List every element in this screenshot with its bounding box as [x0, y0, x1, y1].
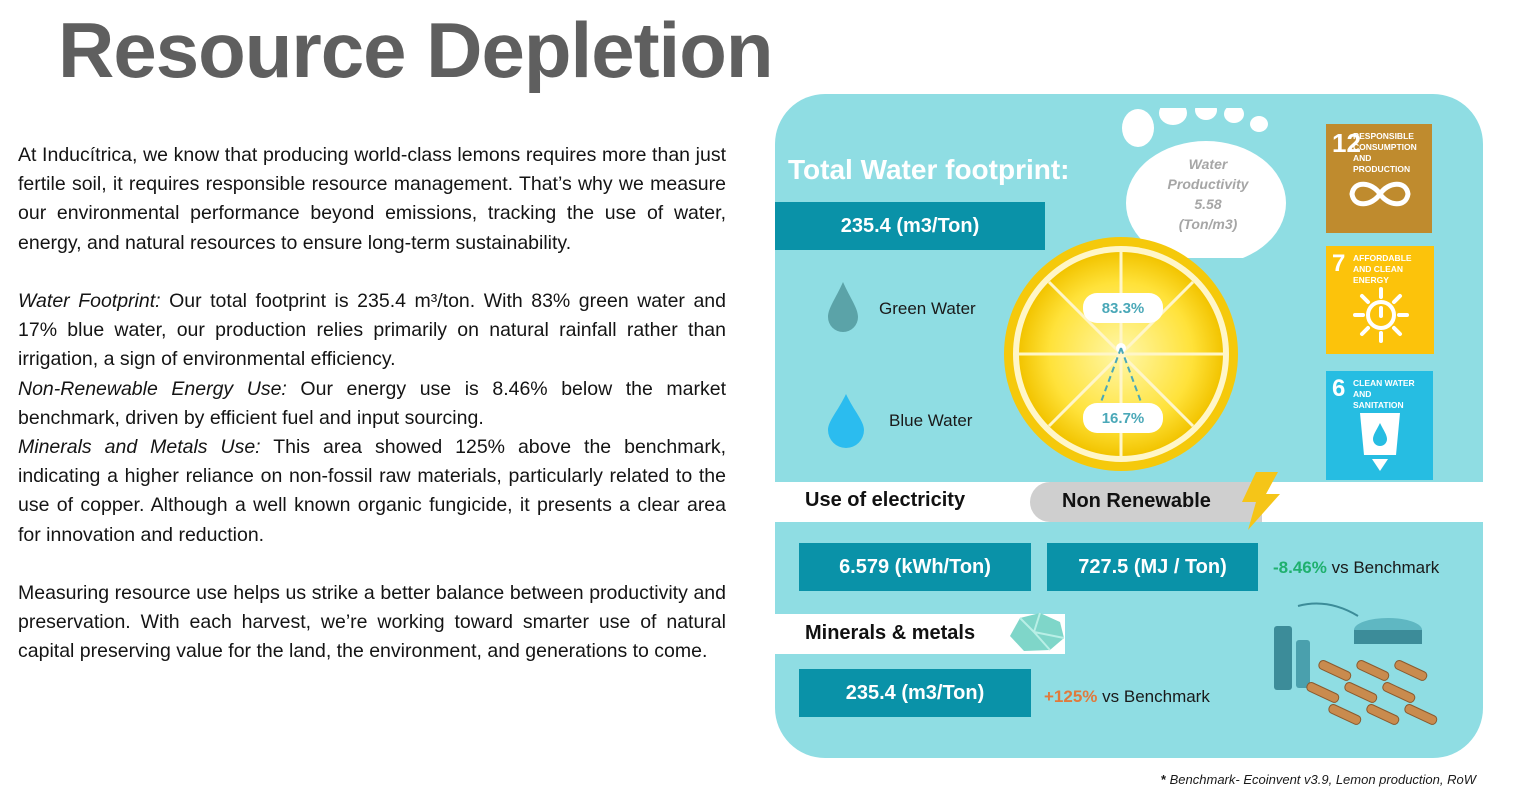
power-sun-icon	[1353, 287, 1409, 343]
minerals-benchmark-delta: +125%	[1044, 687, 1098, 706]
water-productivity-label-2: Productivity	[1167, 176, 1249, 192]
water-paragraph-label: Water Footprint:	[18, 290, 161, 312]
intro-paragraph: At Inducítrica, we know that producing w…	[18, 144, 726, 254]
energy-paragraph: Non-Renewable Energy Use: Our energy use…	[18, 375, 726, 433]
footnote-star: *	[1160, 772, 1167, 787]
mineral-rock-icon	[1010, 612, 1065, 651]
energy-paragraph-text: Our energy use is 8.46% below the market…	[18, 377, 726, 429]
non-renewable-label: Non Renewable	[1062, 490, 1211, 512]
body-text: At Inducítrica, we know that producing w…	[18, 141, 726, 667]
non-renewable-band	[1030, 482, 1262, 522]
water-productivity-label-1: Water	[1188, 156, 1228, 172]
minerals-label: Minerals & metals	[805, 622, 976, 644]
minerals-paragraph: Minerals and Metals Use: This area showe…	[18, 433, 726, 550]
water-productivity: Water Productivity 5.58 (Ton/m3)	[1156, 154, 1260, 234]
water-productivity-unit: (Ton/m3)	[1178, 216, 1238, 232]
page-title: Resource Depletion	[58, 6, 774, 94]
water-glass-icon	[1360, 413, 1400, 471]
energy-benchmark-delta: -8.46%	[1273, 558, 1327, 577]
sdg-7-tile: 7 Affordable and clean energy	[1326, 246, 1434, 354]
sdg-7-text: Affordable and clean energy	[1353, 253, 1412, 285]
energy-paragraph-label: Non-Renewable Energy Use:	[18, 377, 287, 400]
blue-water-percent: 16.7%	[1083, 403, 1163, 433]
water-footprint-value: 235.4 (m3/Ton)	[775, 202, 1045, 250]
green-water-drop-icon	[828, 282, 858, 332]
footnote-text: Benchmark- Ecoinvent v3.9, Lemon product…	[1166, 772, 1476, 787]
minerals-paragraph-text: This area showed 125% above the benchmar…	[18, 436, 726, 546]
water-productivity-value: 5.58	[1194, 196, 1222, 212]
lightning-icon	[1242, 472, 1280, 530]
green-water-percent: 83.3%	[1083, 293, 1163, 323]
minerals-paragraph-label: Minerals and Metals Use:	[18, 436, 261, 459]
sdg-7-number: 7	[1332, 250, 1346, 277]
sdg-6-tile: 6 Clean water and sanitation	[1326, 371, 1433, 480]
sdg-12-text: Responsible consumption and production	[1353, 131, 1417, 174]
electricity-label: Use of electricity	[805, 489, 966, 511]
minerals-benchmark: +125% vs Benchmark	[1044, 687, 1210, 707]
water-paragraph-text: Our total footprint is 235.4 m³/ton. Wit…	[18, 290, 726, 371]
lemon-slice-icon	[1004, 237, 1238, 471]
blue-water-drop-icon	[828, 394, 864, 448]
sdg-6-number: 6	[1332, 375, 1346, 402]
electricity-value: 6.579 (kWh/Ton)	[799, 543, 1031, 591]
water-footprint-title: Total Water footprint:	[788, 154, 1070, 185]
footprint-icon	[1122, 108, 1286, 258]
closing-paragraph: Measuring resource use helps us strike a…	[18, 582, 726, 663]
energy-benchmark-text: vs Benchmark	[1326, 558, 1440, 577]
blue-water-label: Blue Water	[889, 411, 973, 430]
non-renewable-value: 727.5 (MJ / Ton)	[1047, 543, 1258, 591]
sdg-6-text: Clean water and sanitation	[1353, 378, 1415, 410]
infinity-icon	[1349, 181, 1411, 207]
energy-benchmark: -8.46% vs Benchmark	[1273, 558, 1439, 578]
factory-illustration-icon	[1274, 602, 1438, 725]
sdg-12-tile: 12 Responsible consumption and productio…	[1326, 124, 1432, 233]
green-water-label: Green Water	[879, 299, 976, 318]
sdg-12-number: 12	[1332, 128, 1361, 158]
minerals-benchmark-text: vs Benchmark	[1097, 687, 1210, 706]
benchmark-footnote: * Benchmark- Ecoinvent v3.9, Lemon produ…	[1161, 772, 1476, 787]
water-paragraph: Water Footprint: Our total footprint is …	[18, 287, 726, 375]
minerals-value: 235.4 (m3/Ton)	[799, 669, 1031, 717]
